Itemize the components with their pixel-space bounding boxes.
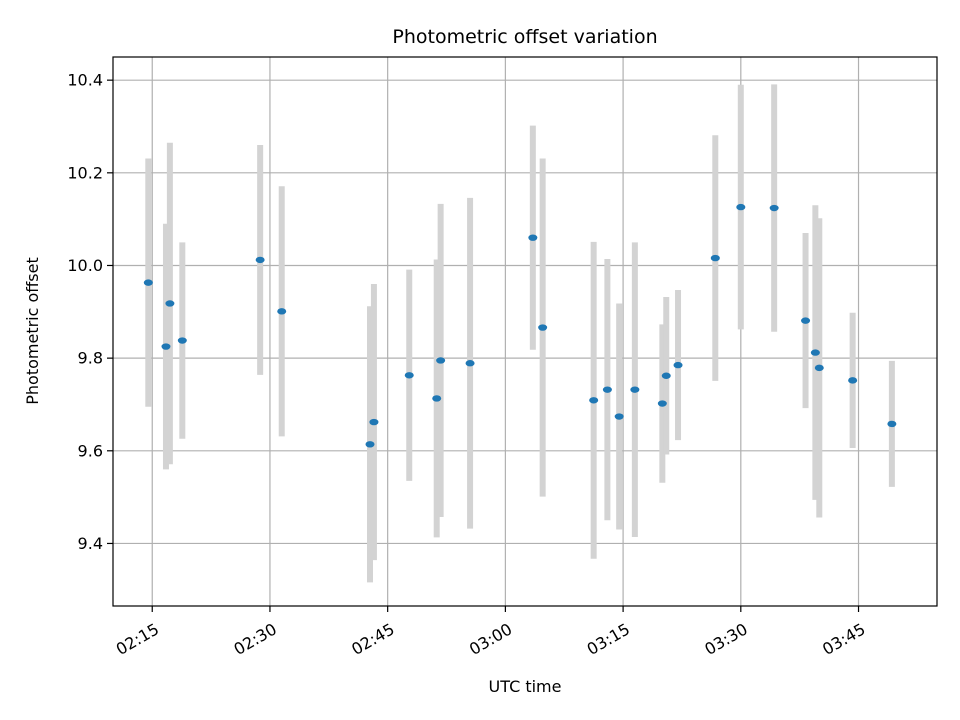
y-tick-label: 10.4: [67, 71, 103, 90]
data-point: [848, 377, 858, 384]
y-tick-label: 10.2: [67, 163, 103, 182]
y-axis-label: Photometric offset: [23, 257, 42, 405]
data-point: [661, 372, 671, 379]
data-point: [630, 386, 640, 393]
data-point: [369, 418, 379, 426]
plot-area-frame: [112, 56, 938, 607]
data-point: [614, 413, 624, 420]
data-point: [404, 372, 414, 379]
data-point: [769, 204, 779, 212]
y-tick-label: 9.6: [78, 441, 103, 460]
data-point: [810, 349, 820, 356]
data-point: [436, 357, 446, 364]
data-point: [814, 364, 824, 372]
data-point: [165, 300, 175, 307]
y-tick-label: 9.8: [78, 349, 103, 368]
chart-title: Photometric offset variation: [392, 26, 657, 48]
grid: [113, 57, 937, 606]
data-point: [887, 420, 897, 428]
data-point: [161, 343, 171, 350]
y-tick-label: 9.4: [78, 534, 103, 553]
data-point: [365, 441, 375, 448]
data-point: [277, 308, 287, 315]
data-point: [143, 279, 153, 286]
data-point: [177, 337, 187, 344]
data-point: [538, 324, 548, 331]
x-axis-label: UTC time: [489, 677, 562, 696]
data-point: [528, 234, 538, 241]
data-point: [801, 317, 811, 324]
data-point: [657, 400, 667, 407]
data-point: [589, 397, 599, 404]
y-tick-label: 10.0: [67, 256, 103, 275]
data-point: [673, 361, 683, 369]
data-point: [255, 256, 265, 264]
data-point: [432, 395, 442, 402]
data-point: [602, 386, 612, 393]
data-point: [710, 254, 720, 262]
data-point: [736, 203, 746, 211]
data-point: [465, 360, 475, 367]
data-points: [143, 203, 897, 448]
y-axis-ticks: 9.4 9.6 9.8 10.0 10.2 10.4: [67, 71, 113, 553]
